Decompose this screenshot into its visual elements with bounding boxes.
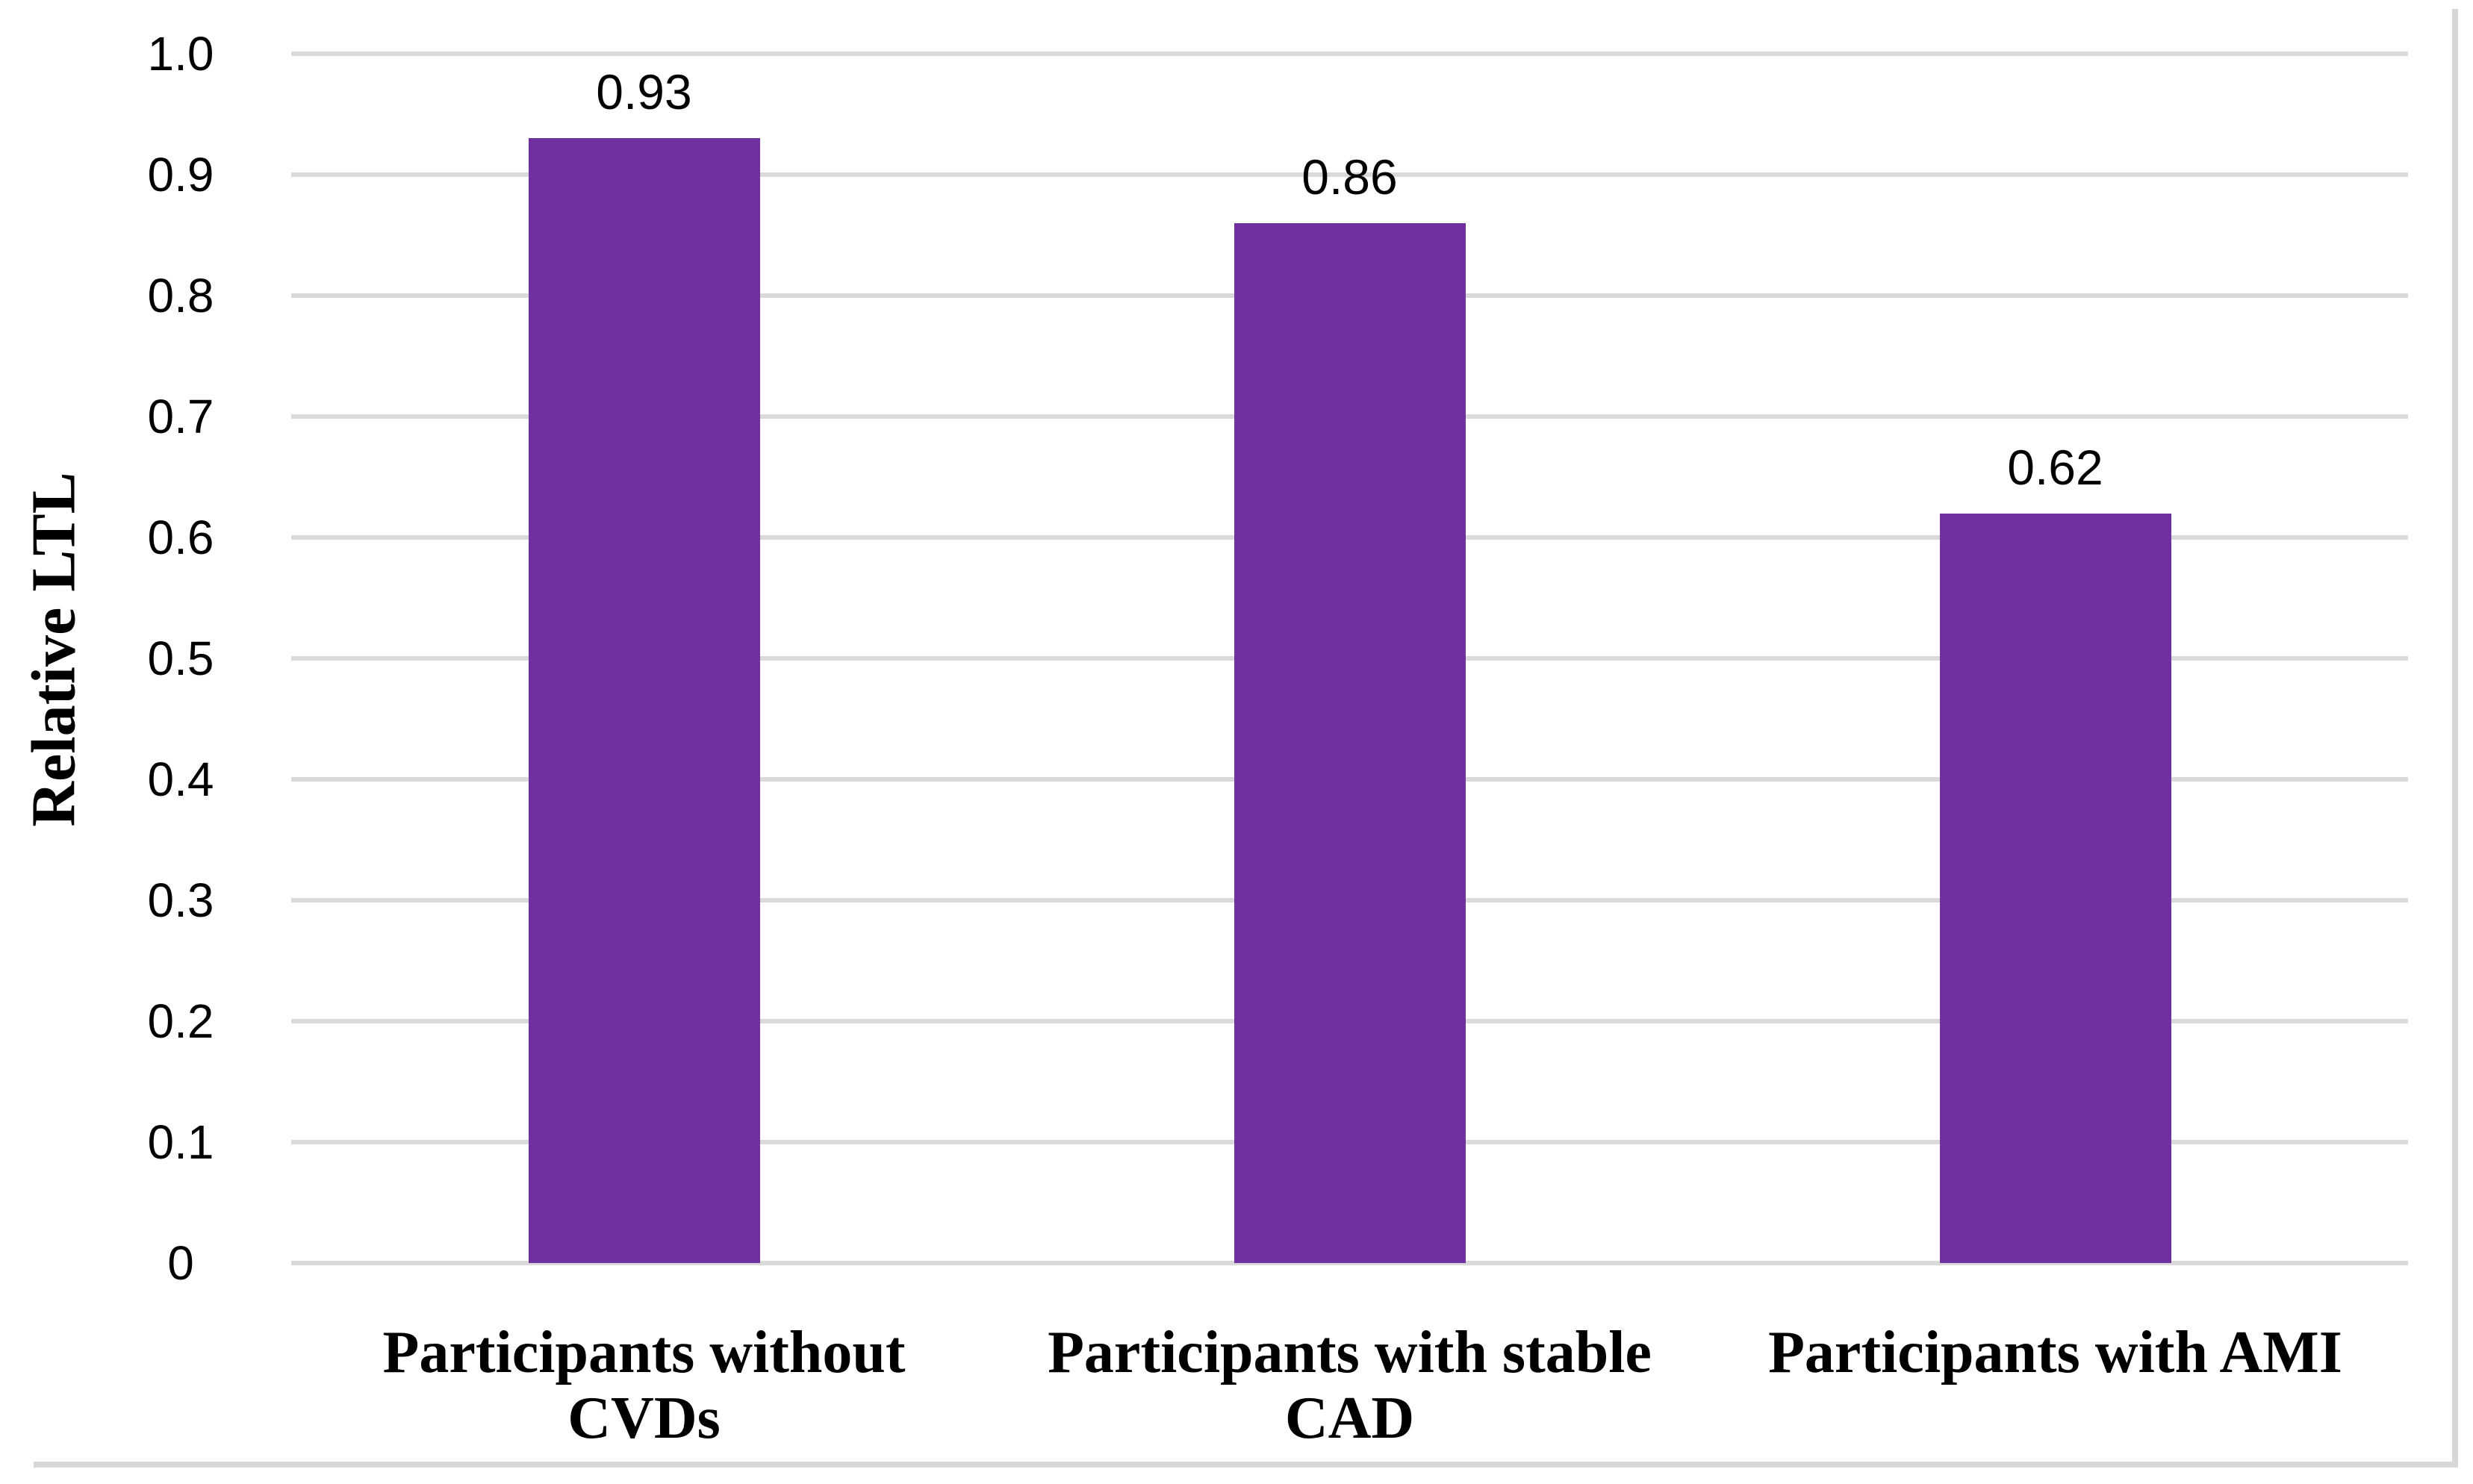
bar bbox=[1939, 513, 2171, 1263]
y-tick-label: 1.0 bbox=[147, 27, 214, 81]
y-tick-label: 0.6 bbox=[147, 511, 214, 564]
bar-value-label: 0.62 bbox=[2007, 439, 2103, 495]
bar bbox=[1234, 222, 1466, 1263]
y-tick-label: 0.2 bbox=[147, 994, 214, 1048]
y-tick-label: 0.1 bbox=[147, 1115, 214, 1169]
y-tick-label: 0.4 bbox=[147, 752, 214, 806]
x-category-label: Participants with AMI bbox=[1768, 1320, 2342, 1385]
gridline bbox=[291, 1261, 2408, 1265]
y-tick-label: 0.3 bbox=[147, 873, 214, 927]
bar-value-label: 0.93 bbox=[596, 64, 692, 120]
gridline bbox=[291, 52, 2408, 56]
bar-value-label: 0.86 bbox=[1301, 149, 1398, 205]
y-tick-label: 0.5 bbox=[147, 632, 214, 685]
y-tick-label: 0 bbox=[167, 1236, 194, 1290]
y-tick-label: 0.8 bbox=[147, 269, 214, 322]
bar bbox=[528, 138, 760, 1263]
x-category-label: Participants with stable CAD bbox=[1048, 1320, 1652, 1451]
chart-border-frame bbox=[34, 9, 2458, 1468]
y-tick-label: 0.9 bbox=[147, 148, 214, 202]
x-category-label: Participants without CVDs bbox=[382, 1320, 906, 1451]
gridline bbox=[291, 172, 2408, 177]
y-tick-label: 0.7 bbox=[147, 390, 214, 443]
y-axis-title: Relative LTL bbox=[19, 472, 89, 827]
